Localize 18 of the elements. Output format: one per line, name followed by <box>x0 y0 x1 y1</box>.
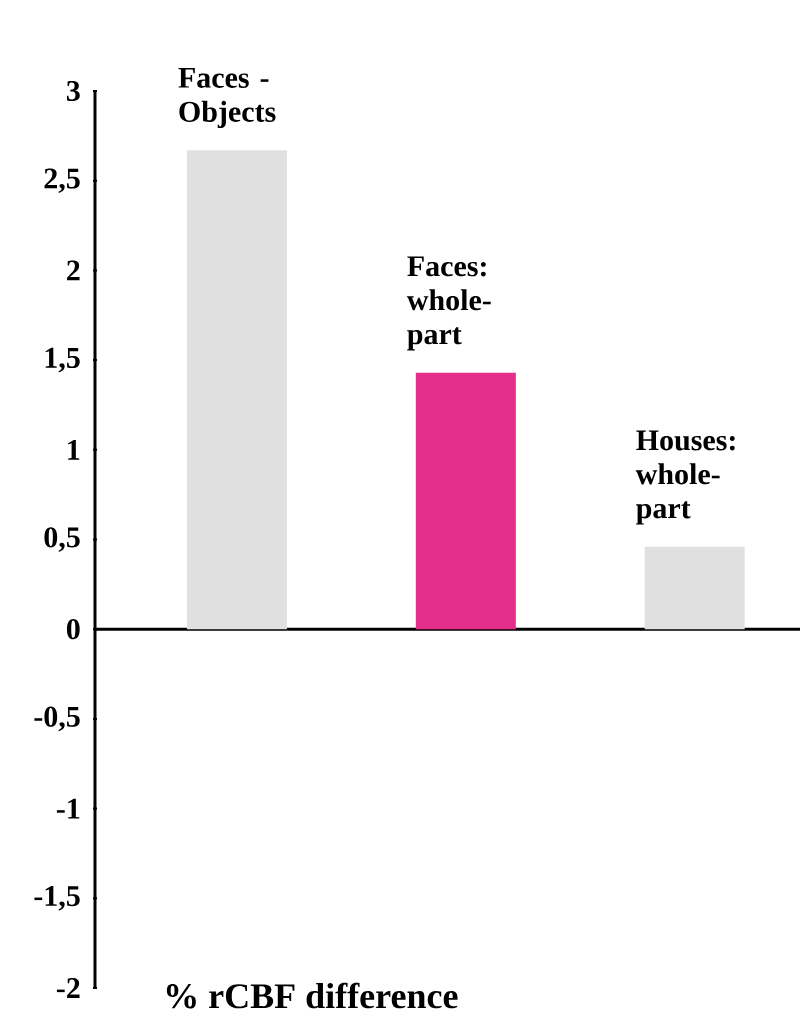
y-tick-label: -2 <box>56 978 80 998</box>
y-tick-label: -0,5 <box>34 706 80 732</box>
y-tick-label: 1,5 <box>45 347 80 373</box>
y-tick-label: 0 <box>66 619 80 640</box>
bar <box>415 372 516 630</box>
bar <box>186 150 287 630</box>
y-tick-label: 1 <box>68 439 80 460</box>
bar <box>644 546 745 630</box>
y-tick-label: 2,5 <box>44 168 80 193</box>
y-tick-label: -1 <box>56 798 80 819</box>
x-tick-label: Faces: whole-part <box>406 256 491 351</box>
x-axis-title: % rCBF difference <box>166 982 458 1009</box>
y-tick-label: -1,5 <box>34 886 80 911</box>
y-tick-label: 2 <box>67 260 80 281</box>
y-tick-label: 3 <box>66 80 80 102</box>
y-tick-label: 0,5 <box>44 527 80 552</box>
x-tick-label: Faces - Objects <box>178 67 276 128</box>
x-tick-label: Houses: whole-part <box>635 430 735 525</box>
